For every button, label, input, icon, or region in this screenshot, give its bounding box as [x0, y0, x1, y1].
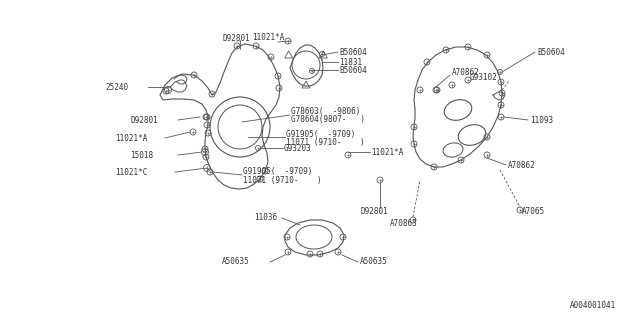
Text: 11071 (9710-    ): 11071 (9710- ): [243, 175, 322, 185]
Text: D92801: D92801: [130, 116, 157, 124]
Text: D92801: D92801: [360, 207, 388, 217]
Text: 11071 (9710-    ): 11071 (9710- ): [286, 138, 365, 147]
Text: 11021*A: 11021*A: [371, 148, 403, 156]
Text: 15018: 15018: [130, 150, 153, 159]
Text: G93102: G93102: [470, 73, 498, 82]
Text: D92801: D92801: [222, 34, 250, 43]
Text: 11831: 11831: [339, 58, 362, 67]
Text: A70862: A70862: [452, 68, 480, 76]
Text: B50604: B50604: [537, 47, 564, 57]
Text: G78604(9807-   ): G78604(9807- ): [291, 115, 365, 124]
Text: A50635: A50635: [222, 258, 250, 267]
Text: G91905(  -9709): G91905( -9709): [286, 130, 355, 139]
Text: A70862: A70862: [508, 161, 536, 170]
Text: A50635: A50635: [360, 258, 388, 267]
Text: A004001041: A004001041: [570, 300, 616, 309]
Text: 11036: 11036: [254, 213, 277, 222]
Text: 25240: 25240: [105, 83, 128, 92]
Text: A7065: A7065: [522, 207, 545, 217]
Text: G78603(  -9806): G78603( -9806): [291, 107, 360, 116]
Text: B50604: B50604: [339, 47, 367, 57]
Text: G91905(  -9709): G91905( -9709): [243, 166, 312, 175]
Text: G93203: G93203: [284, 143, 312, 153]
Text: 11021*A: 11021*A: [252, 33, 284, 42]
Text: A70863: A70863: [390, 219, 418, 228]
Text: 11021*C: 11021*C: [115, 167, 147, 177]
Text: 11093: 11093: [530, 116, 553, 124]
Text: B50604: B50604: [339, 66, 367, 75]
Text: 11021*A: 11021*A: [115, 133, 147, 142]
